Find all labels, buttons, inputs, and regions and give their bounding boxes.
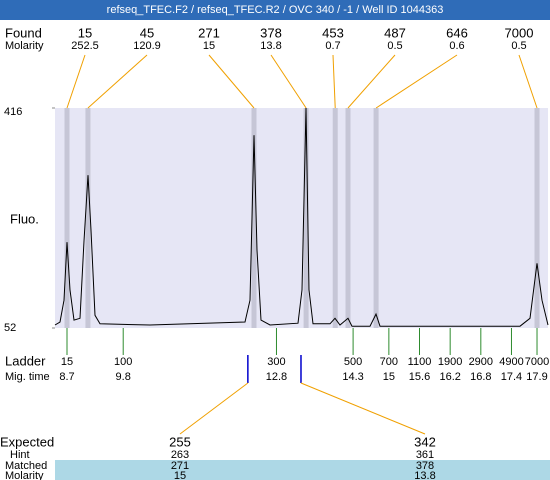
expected-molarity: 13.8 xyxy=(414,470,435,480)
found-size: 646 xyxy=(446,25,468,40)
ladder-size: 1900 xyxy=(438,356,462,368)
hint-size: 263 xyxy=(171,449,189,461)
found-molarity: 120.9 xyxy=(133,40,161,52)
molarity-label: Molarity xyxy=(5,40,44,52)
ladder-size: 100 xyxy=(114,356,132,368)
peak-leader xyxy=(347,54,396,109)
ladder-size: 700 xyxy=(380,356,398,368)
peak-band xyxy=(534,108,540,328)
peak-leader xyxy=(518,54,538,109)
ladder-mig-time: 15 xyxy=(383,371,395,383)
found-size: 7000 xyxy=(505,25,534,40)
peak-band xyxy=(251,108,257,328)
peak-leader xyxy=(375,54,458,109)
ladder-size: 300 xyxy=(267,356,285,368)
peak-leader xyxy=(66,54,86,109)
matched-row-bg xyxy=(55,460,550,480)
ladder-mig-time: 9.8 xyxy=(116,371,131,383)
ladder-size: 2900 xyxy=(469,356,493,368)
peak-band xyxy=(85,108,91,328)
y-tick-label: 416 xyxy=(4,106,22,118)
found-molarity: 0.6 xyxy=(449,40,464,52)
peak-band xyxy=(332,108,338,328)
ladder-mig-time: 8.7 xyxy=(59,371,74,383)
ladder-size: 15 xyxy=(61,356,73,368)
expected-leader xyxy=(300,382,426,435)
expected-molarity-label: Molarity xyxy=(5,470,44,480)
expected-table xyxy=(55,460,550,480)
peak-band xyxy=(345,108,351,328)
ladder-size: 1100 xyxy=(408,356,432,368)
peak-band xyxy=(64,108,70,328)
ladder-size: 7000 xyxy=(525,356,549,368)
trace xyxy=(54,107,549,327)
expected-leader xyxy=(179,382,249,435)
ladder-mig-time: 16.2 xyxy=(439,371,460,383)
peak-band xyxy=(373,108,379,328)
hint-label: Hint xyxy=(10,449,30,461)
expected-molarity: 15 xyxy=(174,470,186,480)
peak-leader xyxy=(270,54,307,109)
peak-band xyxy=(303,108,309,328)
y-axis-label: Fluo. xyxy=(10,211,39,226)
expected-size: 342 xyxy=(414,434,436,449)
found-size: 487 xyxy=(384,25,406,40)
peak-leader xyxy=(87,54,148,109)
matched-size: 271 xyxy=(171,460,189,472)
ladder-size: 4900 xyxy=(499,356,523,368)
found-molarity: 252.5 xyxy=(71,40,99,52)
peak-leader xyxy=(208,54,255,109)
title-bar xyxy=(0,0,550,20)
ladder-mig-time: 15.6 xyxy=(409,371,430,383)
hint-size: 361 xyxy=(416,449,434,461)
ladder-mig-time: 12.8 xyxy=(266,371,287,383)
ladder-size: 500 xyxy=(344,356,362,368)
ladder-mig-time: 17.4 xyxy=(501,371,522,383)
found-molarity: 0.5 xyxy=(387,40,402,52)
found-size: 378 xyxy=(260,25,282,40)
found-molarity: 15 xyxy=(203,40,215,52)
mig-time-label: Mig. time xyxy=(5,371,50,383)
found-size: 15 xyxy=(78,25,92,40)
found-size: 453 xyxy=(322,25,344,40)
ladder-mig-time: 14.3 xyxy=(342,371,363,383)
ladder-mig-time: 17.9 xyxy=(526,371,547,383)
ladder-label: Ladder xyxy=(5,353,46,368)
matched-size: 378 xyxy=(416,460,434,472)
found-molarity: 13.8 xyxy=(260,40,281,52)
chart-title: refseq_TFEC.F2 / refseq_TFEC.R2 / OVC 34… xyxy=(107,4,444,16)
y-tick-label: 52 xyxy=(4,322,16,334)
ladder-mig-time: 16.8 xyxy=(470,371,491,383)
found-size: 45 xyxy=(140,25,154,40)
expected-size: 255 xyxy=(169,434,191,449)
peak-leader xyxy=(332,54,336,109)
found-size: 271 xyxy=(198,25,220,40)
found-molarity: 0.5 xyxy=(511,40,526,52)
found-label: Found xyxy=(5,25,42,40)
found-molarity: 0.7 xyxy=(325,40,340,52)
matched-label: Matched xyxy=(5,460,47,472)
expected-label: Expected xyxy=(0,434,54,449)
